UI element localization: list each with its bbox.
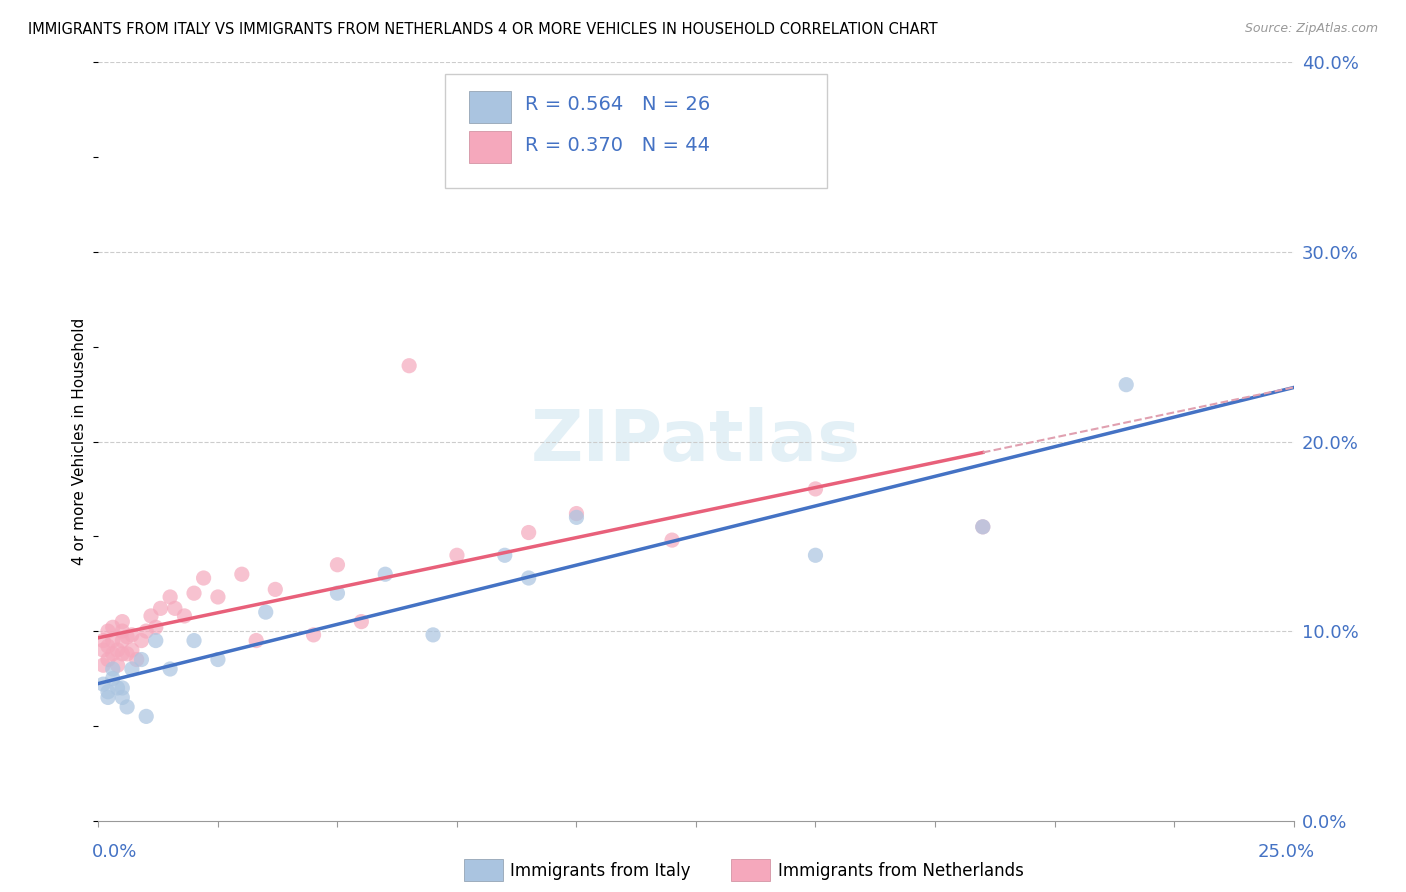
Text: Immigrants from Italy: Immigrants from Italy — [510, 862, 690, 880]
Text: 0.0%: 0.0% — [91, 843, 136, 861]
Point — [125, 652, 148, 666]
Point — [101, 662, 124, 676]
Point — [565, 510, 588, 524]
Point — [494, 548, 516, 563]
Point — [326, 586, 349, 600]
Point — [804, 482, 827, 496]
Point — [101, 672, 124, 686]
Point — [398, 359, 420, 373]
Point — [565, 507, 588, 521]
Point — [264, 582, 287, 597]
Point — [97, 685, 120, 699]
Point — [97, 624, 120, 639]
Point — [91, 677, 114, 691]
Point — [207, 590, 229, 604]
Text: ZIPatlas: ZIPatlas — [531, 407, 860, 476]
Text: 25.0%: 25.0% — [1257, 843, 1315, 861]
Point — [139, 609, 162, 624]
Point — [121, 628, 143, 642]
Point — [145, 633, 167, 648]
Point — [254, 605, 277, 619]
Point — [422, 628, 444, 642]
Text: R = 0.564   N = 26: R = 0.564 N = 26 — [524, 95, 710, 113]
Point — [159, 662, 181, 676]
FancyBboxPatch shape — [470, 131, 510, 163]
Point — [163, 601, 186, 615]
Point — [107, 681, 129, 695]
Point — [91, 633, 114, 648]
Point — [107, 658, 129, 673]
Point — [350, 615, 373, 629]
Point — [131, 652, 153, 666]
Point — [101, 647, 124, 661]
Point — [111, 681, 134, 695]
Point — [111, 647, 134, 661]
Point — [97, 652, 120, 666]
Point — [97, 690, 120, 705]
Point — [517, 525, 540, 540]
Point — [159, 590, 181, 604]
Point — [91, 643, 114, 657]
Point — [231, 567, 253, 582]
Point — [91, 658, 114, 673]
Point — [115, 647, 138, 661]
Point — [101, 620, 124, 634]
Point — [207, 652, 229, 666]
Point — [661, 533, 683, 548]
Point — [115, 699, 138, 714]
Point — [101, 633, 124, 648]
Point — [107, 643, 129, 657]
Point — [517, 571, 540, 585]
FancyBboxPatch shape — [470, 91, 510, 123]
Point — [245, 633, 267, 648]
Point — [121, 643, 143, 657]
Point — [193, 571, 215, 585]
Point — [145, 620, 167, 634]
FancyBboxPatch shape — [446, 74, 827, 187]
Point — [972, 520, 994, 534]
Text: Source: ZipAtlas.com: Source: ZipAtlas.com — [1244, 22, 1378, 36]
Point — [135, 624, 157, 639]
Point — [121, 662, 143, 676]
Point — [173, 609, 195, 624]
Point — [111, 633, 134, 648]
Point — [111, 624, 134, 639]
Point — [1115, 377, 1137, 392]
Point — [115, 630, 138, 644]
Point — [97, 639, 120, 653]
Point — [183, 586, 205, 600]
Point — [446, 548, 468, 563]
Point — [804, 548, 827, 563]
Text: Immigrants from Netherlands: Immigrants from Netherlands — [778, 862, 1024, 880]
Point — [131, 633, 153, 648]
Point — [326, 558, 349, 572]
Y-axis label: 4 or more Vehicles in Household: 4 or more Vehicles in Household — [72, 318, 87, 566]
Point — [302, 628, 325, 642]
Point — [972, 520, 994, 534]
Point — [374, 567, 396, 582]
Point — [183, 633, 205, 648]
Text: R = 0.370   N = 44: R = 0.370 N = 44 — [524, 136, 710, 155]
Point — [111, 690, 134, 705]
Point — [149, 601, 172, 615]
Text: IMMIGRANTS FROM ITALY VS IMMIGRANTS FROM NETHERLANDS 4 OR MORE VEHICLES IN HOUSE: IMMIGRANTS FROM ITALY VS IMMIGRANTS FROM… — [28, 22, 938, 37]
Point — [111, 615, 134, 629]
Point — [135, 709, 157, 723]
